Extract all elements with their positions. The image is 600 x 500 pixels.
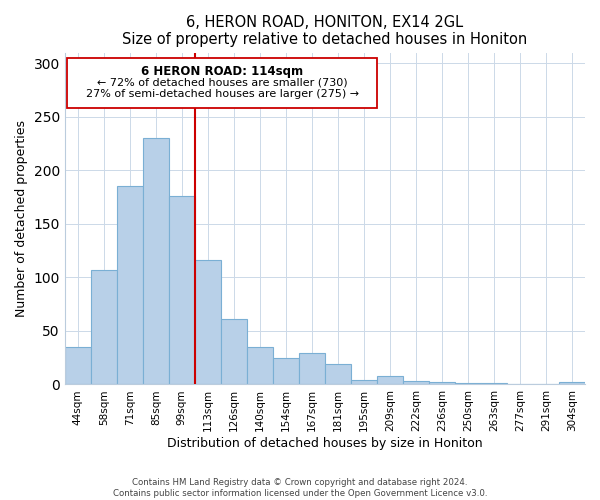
- Bar: [65, 347, 91, 385]
- Bar: [273, 358, 299, 384]
- Y-axis label: Number of detached properties: Number of detached properties: [15, 120, 28, 317]
- Bar: [195, 260, 221, 384]
- Title: 6, HERON ROAD, HONITON, EX14 2GL
Size of property relative to detached houses in: 6, HERON ROAD, HONITON, EX14 2GL Size of…: [122, 15, 527, 48]
- Bar: [429, 382, 455, 384]
- Text: 27% of semi-detached houses are larger (275) →: 27% of semi-detached houses are larger (…: [86, 89, 359, 99]
- Bar: [299, 354, 325, 384]
- Bar: [325, 364, 351, 384]
- Bar: [117, 186, 143, 384]
- Bar: [377, 376, 403, 384]
- Bar: [403, 381, 429, 384]
- Text: Contains HM Land Registry data © Crown copyright and database right 2024.
Contai: Contains HM Land Registry data © Crown c…: [113, 478, 487, 498]
- Bar: [559, 382, 585, 384]
- Text: 6 HERON ROAD: 114sqm: 6 HERON ROAD: 114sqm: [141, 64, 303, 78]
- X-axis label: Distribution of detached houses by size in Honiton: Distribution of detached houses by size …: [167, 437, 483, 450]
- Bar: [91, 270, 117, 384]
- Bar: [221, 319, 247, 384]
- Bar: [247, 347, 273, 385]
- Bar: [143, 138, 169, 384]
- FancyBboxPatch shape: [67, 58, 377, 108]
- Text: ← 72% of detached houses are smaller (730): ← 72% of detached houses are smaller (73…: [97, 78, 347, 88]
- Bar: [351, 380, 377, 384]
- Bar: [169, 196, 195, 384]
